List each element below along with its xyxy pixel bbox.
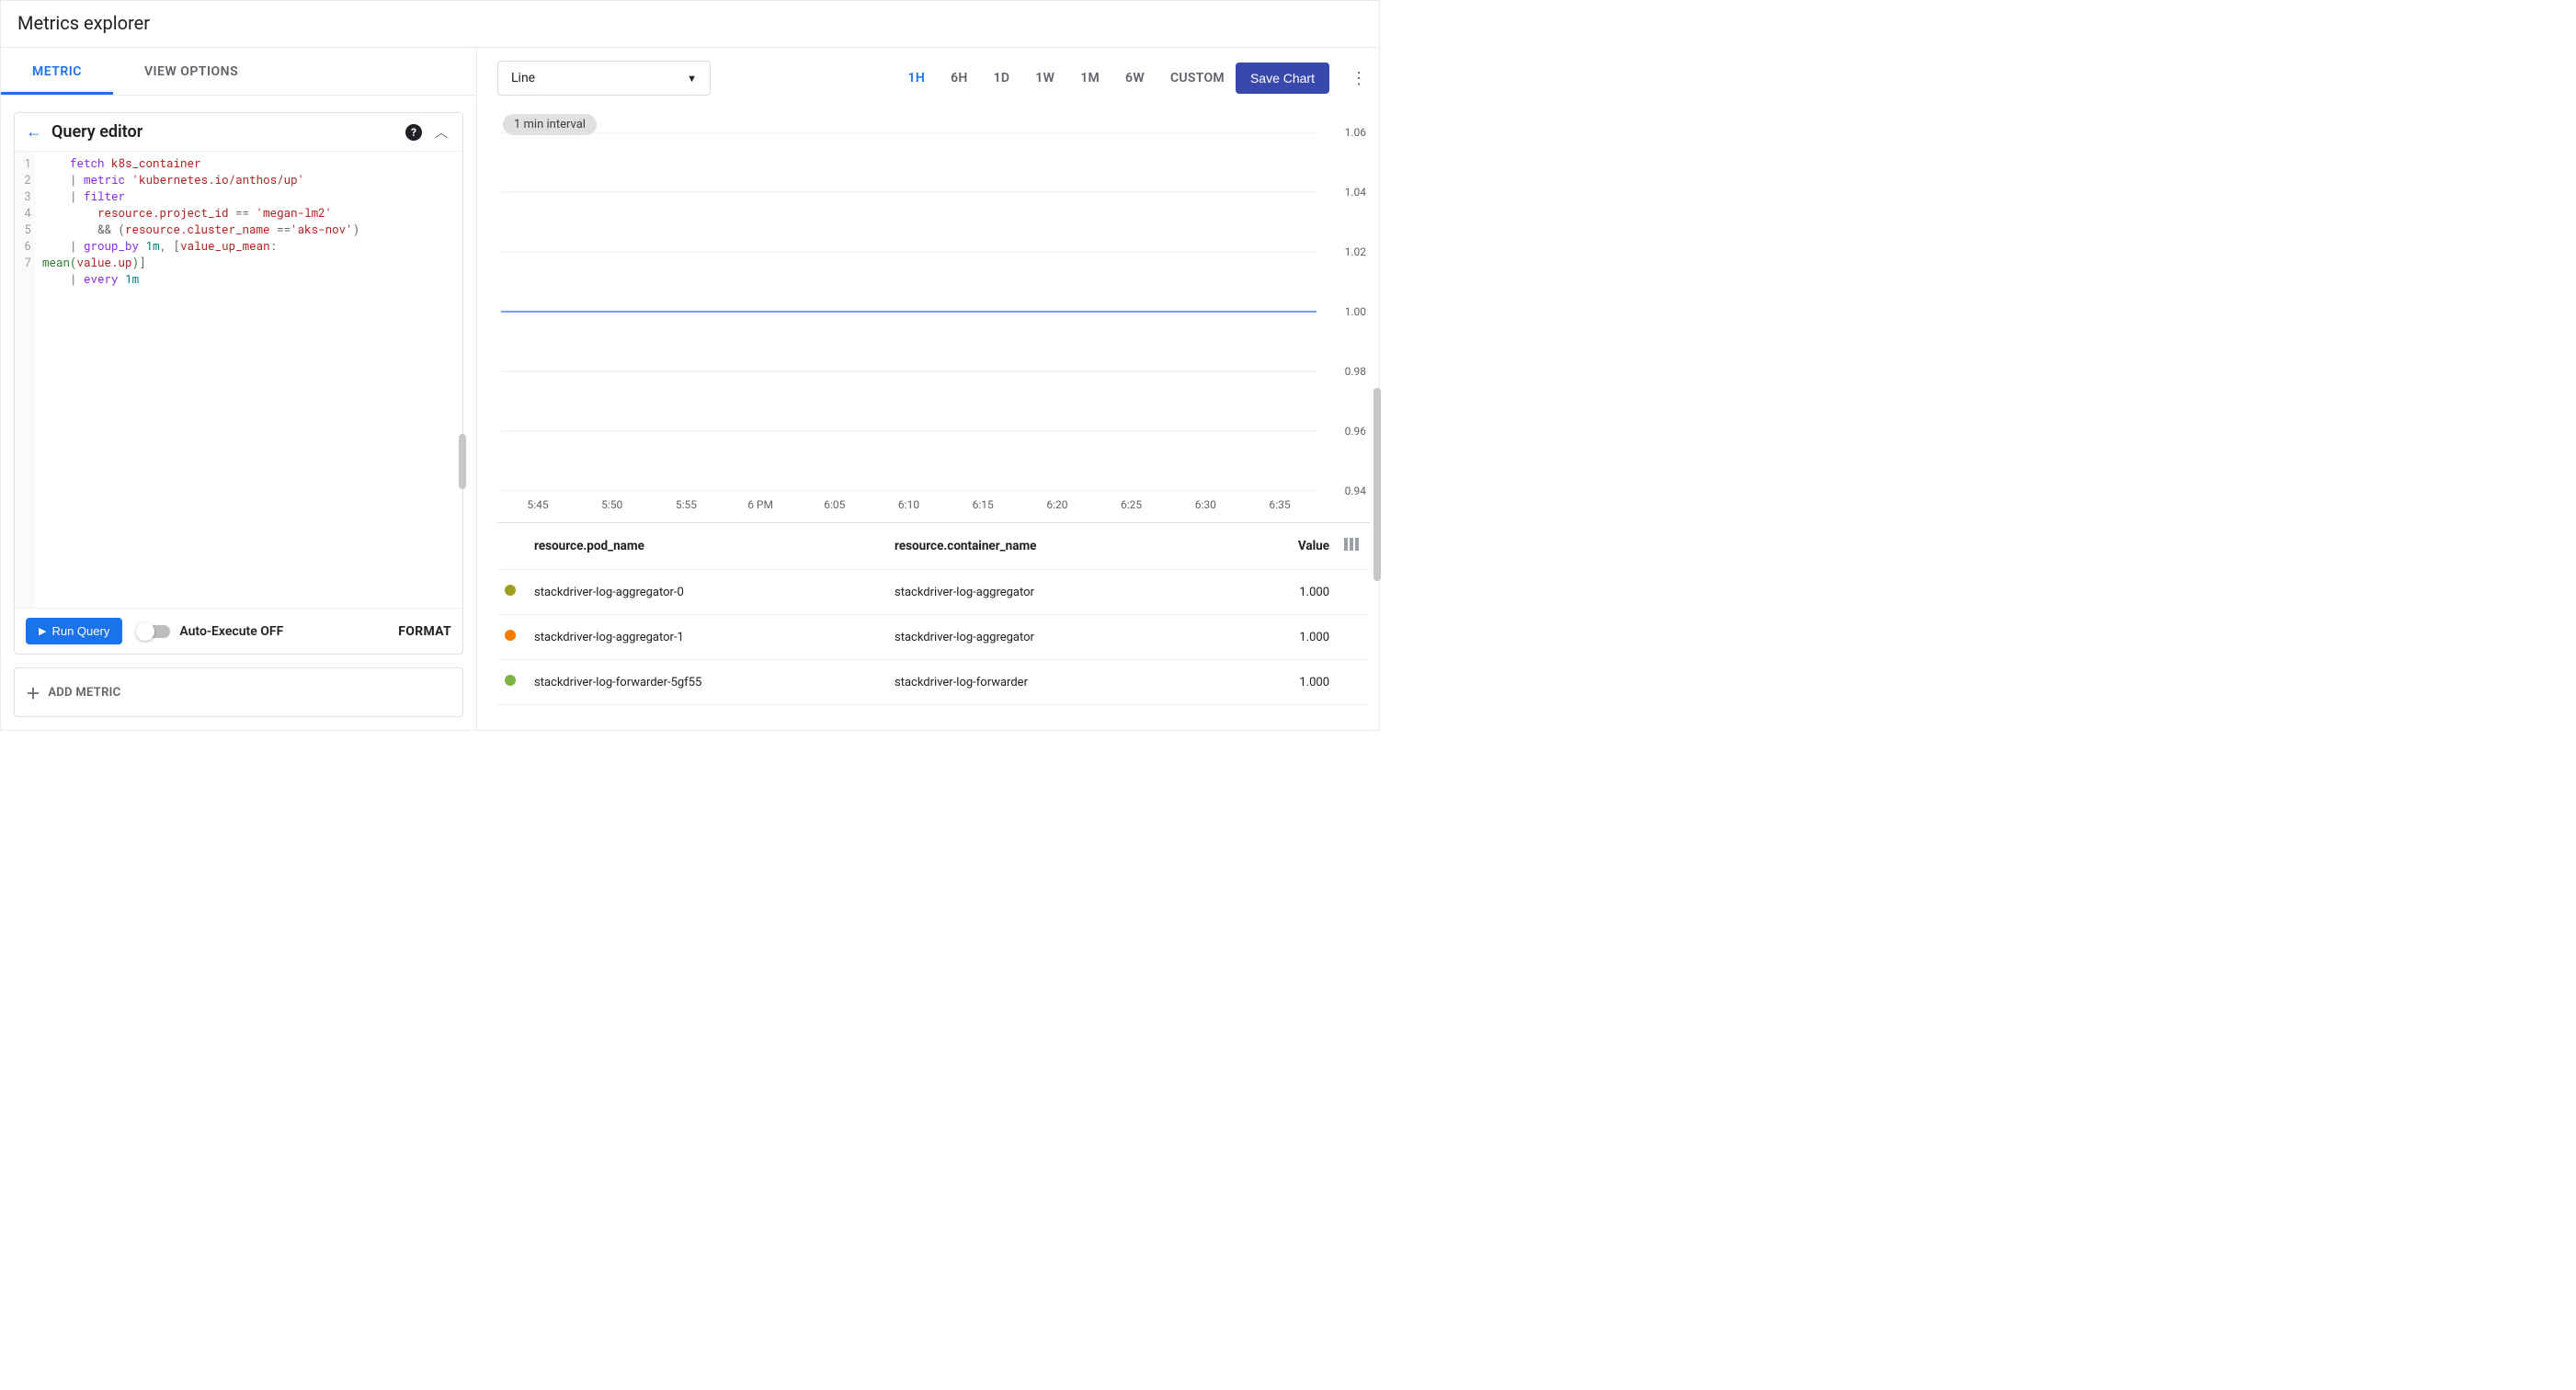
time-tab-1h[interactable]: 1H [908,71,926,85]
time-tab-1w[interactable]: 1W [1035,71,1054,85]
scrollbar-thumb[interactable] [459,434,466,489]
col-value-header[interactable]: Value [1265,539,1329,553]
plus-icon: ＋ [26,681,40,703]
run-query-label: Run Query [51,624,109,638]
time-tab-6h[interactable]: 6H [951,71,968,85]
x-tick-label: 5:45 [527,498,548,511]
time-tab-custom[interactable]: CUSTOM [1170,71,1225,85]
tab-view-options[interactable]: VIEW OPTIONS [113,48,269,95]
table-row[interactable]: stackdriver-log-aggregator-1 stackdriver-… [497,615,1370,660]
page-title: Metrics explorer [1,1,1379,48]
cell-pod-name: stackdriver-log-aggregator-1 [534,631,883,644]
col-container-header[interactable]: resource.container_name [895,539,1254,553]
x-axis-labels: 5:45 5:50 5:55 6 PM 6:05 6:10 6:15 6:20 6:25 6:30… [501,498,1316,517]
table-row[interactable]: stackdriver-log-forwarder-5gf55 stackdriv… [497,660,1370,705]
x-tick-label: 6:25 [1121,498,1142,511]
cell-value: 1.000 [1265,586,1329,599]
y-tick-label: 1.02 [1345,245,1366,258]
cell-pod-name: stackdriver-log-aggregator-0 [534,586,883,599]
add-metric-button[interactable]: ＋ ADD METRIC [14,667,463,717]
auto-execute-toggle[interactable]: Auto-Execute OFF [139,624,283,639]
series-color-dot [505,675,516,686]
scrollbar-thumb[interactable] [1373,388,1381,581]
back-arrow-icon[interactable]: ← [26,122,42,142]
cell-container-name: stackdriver-log-aggregator [895,586,1254,599]
y-tick-label: 0.94 [1345,484,1366,497]
auto-execute-label: Auto-Execute OFF [179,624,283,639]
y-tick-label: 1.00 [1345,305,1366,318]
col-pod-header[interactable]: resource.pod_name [534,539,883,553]
chart-plot[interactable] [501,132,1316,491]
time-tab-1d[interactable]: 1D [994,71,1010,85]
chart: 1 min interval 1.061.041.021.000.980.960… [497,114,1370,517]
code-editor[interactable]: 1234567 fetch k8s_container | metric 'ku… [15,151,462,608]
x-tick-label: 6:15 [973,498,994,511]
cell-pod-name: stackdriver-log-forwarder-5gf55 [534,676,883,689]
chart-type-select[interactable]: Line ▼ [497,61,711,96]
editor-title: Query editor [51,122,396,142]
collapse-icon[interactable]: ︿ [431,123,451,142]
save-chart-button[interactable]: Save Chart [1236,63,1329,94]
cell-container-name: stackdriver-log-aggregator [895,631,1254,644]
run-query-button[interactable]: ▶ Run Query [26,618,122,644]
x-tick-label: 5:50 [601,498,622,511]
cell-container-name: stackdriver-log-forwarder [895,676,1254,689]
columns-config-icon[interactable] [1340,538,1362,554]
tab-metric[interactable]: METRIC [1,48,113,95]
time-tab-1m[interactable]: 1M [1080,71,1100,85]
x-tick-label: 6 PM [747,498,773,511]
series-color-dot [505,630,516,641]
y-tick-label: 0.96 [1345,425,1366,438]
chart-type-value: Line [511,71,535,85]
y-tick-label: 0.98 [1345,365,1366,378]
query-editor-card: ← Query editor ? ︿ 1234567 fetch k8s_con… [14,112,463,655]
format-button[interactable]: FORMAT [398,624,451,639]
time-range-tabs: 1H 6H 1D 1W 1M 6W CUSTOM [908,71,1225,85]
x-tick-label: 6:30 [1195,498,1216,511]
table-header: resource.pod_name resource.container_nam… [497,523,1370,570]
y-tick-label: 1.06 [1345,126,1366,139]
x-tick-label: 6:05 [824,498,845,511]
help-icon[interactable]: ? [405,124,422,141]
caret-down-icon: ▼ [687,73,697,85]
add-metric-label: ADD METRIC [48,686,120,700]
y-tick-label: 1.04 [1345,186,1366,199]
cell-value: 1.000 [1265,676,1329,689]
cell-value: 1.000 [1265,631,1329,644]
time-tab-6w[interactable]: 6W [1125,71,1145,85]
legend-table: resource.pod_name resource.container_nam… [497,522,1370,705]
more-menu-icon[interactable]: ⋮ [1348,69,1370,88]
x-tick-label: 6:35 [1269,498,1290,511]
tabs: METRIC VIEW OPTIONS [1,48,476,96]
left-pane: METRIC VIEW OPTIONS ← Query editor ? ︿ 1… [1,48,477,730]
play-icon: ▶ [39,625,46,637]
table-row[interactable]: stackdriver-log-aggregator-0 stackdriver-… [497,570,1370,615]
series-color-dot [505,585,516,596]
right-pane: Line ▼ 1H 6H 1D 1W 1M 6W CUSTOM Save Chart ⋮ 1… [477,48,1379,730]
x-tick-label: 6:10 [898,498,919,511]
x-tick-label: 5:55 [676,498,697,511]
x-tick-label: 6:20 [1046,498,1067,511]
y-axis-labels: 1.061.041.021.000.980.960.94 [1320,132,1370,491]
